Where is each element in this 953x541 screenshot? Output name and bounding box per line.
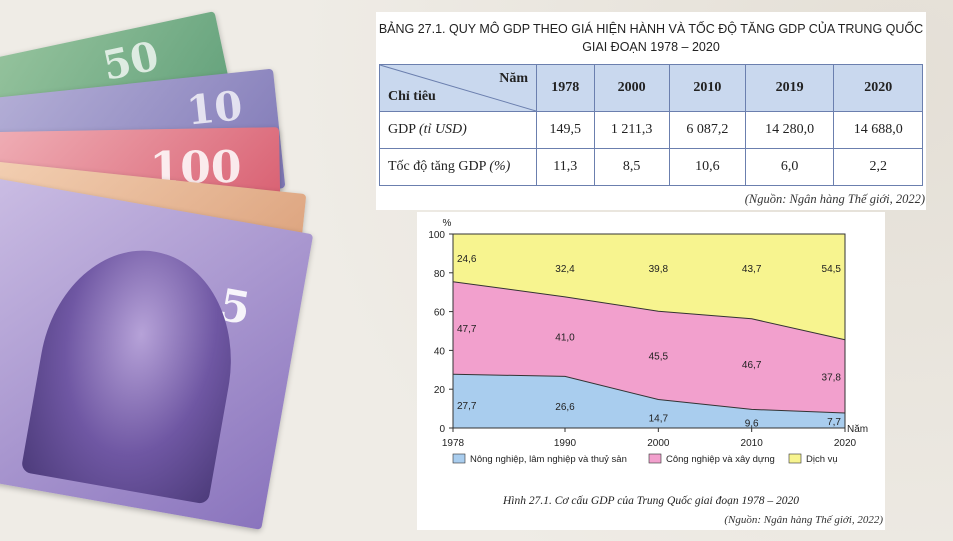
gdp-table: Năm Chỉ tiêu 1978 2000 2010 2019 2020 GD…	[379, 64, 923, 186]
corner-diagonal	[380, 65, 536, 111]
table-cell: 1 211,3	[593, 111, 670, 149]
year-header: 2020	[833, 64, 923, 112]
area-series-1	[453, 281, 845, 414]
chart-caption: Hình 27.1. Cơ cấu GDP của Trung Quốc gia…	[503, 495, 799, 507]
data-label: 37,8	[822, 372, 842, 383]
data-label: 54,5	[822, 264, 842, 275]
year-header: 2000	[593, 64, 670, 112]
row-label: GDP (tỉ USD)	[379, 111, 537, 149]
year-header: 2010	[668, 64, 746, 112]
legend-label-0: Nông nghiệp, lâm nghiệp và thuỷ sản	[470, 454, 627, 465]
gdp-structure-chart: 0 20 40 60 80 100 1978 1990 2000 2010 2020% Năm 27,7…	[428, 218, 868, 465]
x-axis-label: Năm	[847, 424, 868, 435]
legend-swatch-0	[452, 453, 466, 464]
banknotes-illustration: 50 10 100 20 5	[0, 0, 380, 541]
legend-label-2: Dịch vụ	[806, 454, 838, 465]
table-row-growth: Tốc độ tăng GDP (%) 11,3 8,5 10,6 6,0 2,…	[379, 148, 923, 186]
data-label: 32,4	[555, 264, 575, 275]
data-label: 46,7	[742, 360, 762, 371]
data-label: 14,7	[649, 414, 669, 425]
data-label: 39,8	[649, 264, 669, 275]
table-title-line1: BẢNG 27.1. QUY MÔ GDP THEO GIÁ HIỆN HÀNH…	[378, 22, 924, 36]
corner-indicator-label: Chỉ tiêu	[388, 89, 436, 104]
table-header-row: Năm Chỉ tiêu 1978 2000 2010 2019 2020	[379, 64, 923, 112]
data-label: 41,0	[555, 333, 575, 344]
y-axis-label: %	[443, 218, 452, 229]
series-boundary-line-0	[452, 373, 846, 414]
data-label: 26,6	[555, 402, 575, 413]
corner-year-label: Năm	[499, 71, 528, 86]
banknote-10-value: 10	[184, 82, 245, 135]
row-label-unit: (tỉ USD)	[419, 122, 467, 137]
data-label: 43,7	[742, 264, 762, 275]
y-tick-label: 40	[434, 346, 446, 357]
x-tick-label: 2020	[834, 438, 857, 449]
row-label-unit: (%)	[489, 159, 511, 174]
x-tick-label: 1990	[554, 438, 577, 449]
data-label: 24,6	[457, 254, 477, 265]
data-label: 47,7	[457, 324, 477, 335]
legend-swatch-2	[788, 453, 802, 464]
y-tick-label: 100	[428, 230, 445, 241]
data-label: 9,6	[745, 419, 759, 430]
data-label: 7,7	[827, 417, 841, 428]
area-series-2	[453, 234, 845, 340]
x-tick-label: 2000	[647, 438, 670, 449]
y-tick-label: 0	[439, 424, 445, 435]
x-tick-label: 2010	[741, 438, 764, 449]
legend-label-1: Công nghiệp và xây dựng	[666, 454, 775, 465]
x-tick-label: 1978	[442, 438, 465, 449]
data-label: 27,7	[457, 401, 477, 412]
table-cell: 14 280,0	[744, 111, 835, 149]
table-row-gdp: GDP (tỉ USD) 149,5 1 211,3 6 087,2 14 28…	[379, 111, 923, 149]
row-label-text: GDP	[388, 122, 416, 137]
gdp-structure-chart-panel: 0 20 40 60 80 100 1978 1990 2000 2010 2020% Năm 27,7…	[417, 212, 885, 530]
y-tick-label: 80	[434, 269, 446, 280]
table-cell: 6 087,2	[668, 111, 746, 149]
plot-frame	[452, 233, 846, 429]
y-tick-label: 60	[434, 308, 446, 319]
table-title: BẢNG 27.1. QUY MÔ GDP THEO GIÁ HIỆN HÀNH…	[376, 20, 926, 56]
legend-swatch-1	[648, 453, 662, 464]
year-header: 1978	[536, 64, 595, 112]
y-tick-label: 20	[434, 385, 446, 396]
table-cell: 8,5	[593, 148, 670, 186]
area-series-0	[453, 374, 845, 428]
chart-source: (Nguồn: Ngân hàng Thế giới, 2022)	[724, 514, 883, 526]
gdp-table-panel: BẢNG 27.1. QUY MÔ GDP THEO GIÁ HIỆN HÀNH…	[376, 12, 926, 210]
table-title-line2: GIAI ĐOẠN 1978 – 2020	[582, 40, 720, 54]
table-cell: 6,0	[744, 148, 835, 186]
table-cell: 11,3	[536, 148, 595, 186]
series-boundary-line-1	[452, 281, 846, 341]
table-cell: 2,2	[833, 148, 923, 186]
table-cell: 14 688,0	[833, 111, 923, 149]
data-label: 45,5	[649, 351, 669, 362]
table-cell: 149,5	[536, 111, 595, 149]
row-label: Tốc độ tăng GDP (%)	[379, 148, 537, 186]
table-corner-cell: Năm Chỉ tiêu	[379, 64, 537, 112]
year-header: 2019	[744, 64, 835, 112]
table-cell: 10,6	[668, 148, 746, 186]
table-source: (Nguồn: Ngân hàng Thế giới, 2022)	[744, 192, 925, 206]
row-label-text: Tốc độ tăng GDP	[388, 159, 486, 174]
